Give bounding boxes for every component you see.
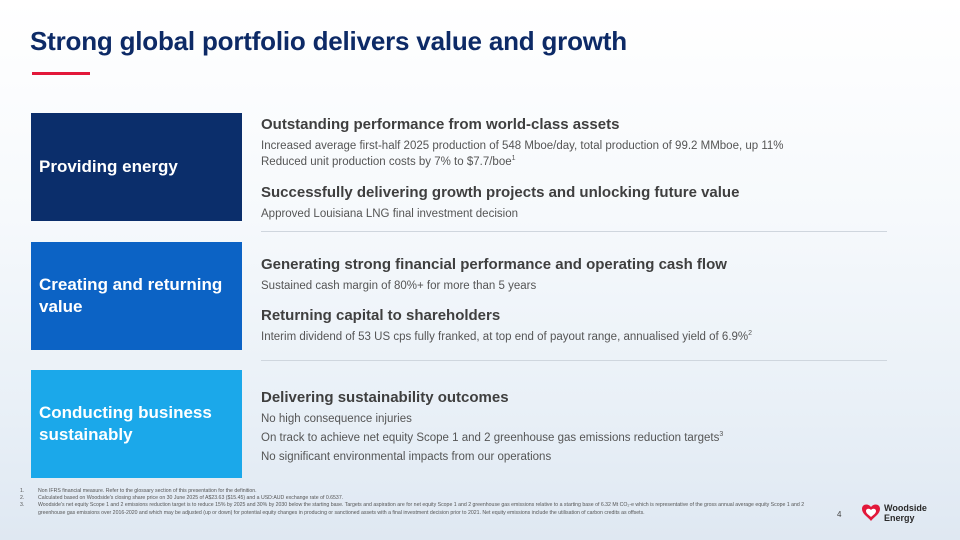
section-text: Reduced unit production costs by 7% to $… (261, 154, 901, 170)
footnote-number: 1. (20, 488, 25, 494)
text-run: On track to achieve net equity Scope 1 a… (261, 432, 720, 444)
pillar-creating-value: Creating and returning value (31, 242, 242, 350)
section-heading: Generating strong financial performance … (261, 256, 727, 273)
footnote: 3. Woodside's net equity Scope 1 and 2 e… (20, 502, 830, 516)
page-title: Strong global portfolio delivers value a… (30, 26, 627, 56)
divider (261, 360, 887, 361)
section-financial-performance: Generating strong financial performance … (261, 255, 901, 294)
section-heading: Returning capital to shareholders (261, 307, 501, 324)
company-logo: Woodside Energy (860, 503, 940, 527)
logo-line: Energy (884, 513, 915, 523)
section-performance: Outstanding performance from world-class… (261, 115, 901, 170)
pillar-label: Conducting business sustainably (39, 403, 212, 444)
section-heading: Delivering sustainability outcomes (261, 389, 509, 406)
woodside-logo-icon (862, 504, 880, 521)
text-run: Reduced unit production costs by 7% to $… (261, 156, 512, 168)
pillar-label: Creating and returning value (39, 275, 223, 316)
logo-wordmark: Woodside Energy (884, 503, 927, 523)
footnotes: 1. Non IFRS financial measure. Refer to … (20, 488, 830, 517)
footnote-number: 3. (20, 502, 25, 509)
logo-line: Woodside (884, 503, 927, 513)
page-number: 4 (837, 510, 842, 519)
text-run: Interim dividend of 53 US cps fully fran… (261, 331, 749, 343)
pillar-label: Providing energy (39, 157, 178, 176)
section-text: On track to achieve net equity Scope 1 a… (261, 430, 901, 446)
footnote: 1. Non IFRS financial measure. Refer to … (20, 488, 830, 495)
section-text: Sustained cash margin of 80%+ for more t… (261, 280, 537, 292)
section-growth-projects: Successfully delivering growth projects … (261, 183, 901, 222)
section-heading: Outstanding performance from world-class… (261, 116, 620, 133)
footnote-text: Non IFRS financial measure. Refer to the… (38, 488, 257, 494)
pillar-conducting-sustainably: Conducting business sustainably (31, 370, 242, 478)
section-heading: Successfully delivering growth projects … (261, 184, 740, 201)
section-text: No significant environmental impacts fro… (261, 451, 552, 463)
section-sustainability: Delivering sustainability outcomes No hi… (261, 388, 901, 465)
section-text: No high consequence injuries (261, 413, 412, 425)
section-text: Increased average first-half 2025 produc… (261, 140, 784, 152)
section-text: Interim dividend of 53 US cps fully fran… (261, 329, 901, 345)
footnote-text: Woodside's net equity Scope 1 and 2 emis… (38, 502, 805, 516)
pillar-providing-energy: Providing energy (31, 113, 242, 221)
section-text: Approved Louisiana LNG final investment … (261, 208, 518, 220)
footnote: 2. Calculated based on Woodside's closin… (20, 495, 830, 502)
divider (261, 231, 887, 232)
footnote-text: Calculated based on Woodside's closing s… (38, 495, 344, 502)
footnote-ref: 3 (719, 431, 724, 439)
section-capital-returns: Returning capital to shareholders Interi… (261, 306, 901, 345)
footnote-number: 2. (20, 495, 25, 502)
footnote-ref: 1 (511, 155, 516, 163)
title-accent-rule (32, 72, 90, 75)
footnote-ref: 2 (748, 330, 753, 338)
